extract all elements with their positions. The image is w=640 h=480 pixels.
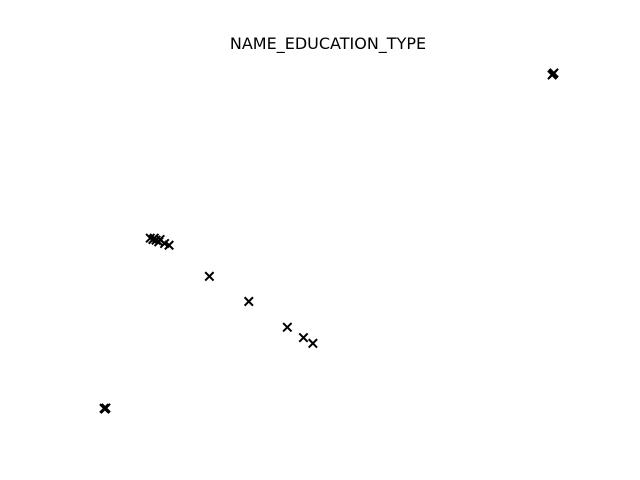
data-point-2: [100, 403, 111, 413]
data-point-13: [243, 296, 254, 307]
chart-title: NAME_EDUCATION_TYPE: [229, 34, 427, 53]
data-point-15: [298, 332, 309, 343]
data-point-14: [282, 322, 293, 333]
data-point-11: [164, 240, 174, 251]
data-point-19: [547, 70, 558, 80]
data-point-16: [307, 338, 318, 349]
data-point-3: [99, 403, 110, 414]
data-point-12: [204, 271, 215, 282]
